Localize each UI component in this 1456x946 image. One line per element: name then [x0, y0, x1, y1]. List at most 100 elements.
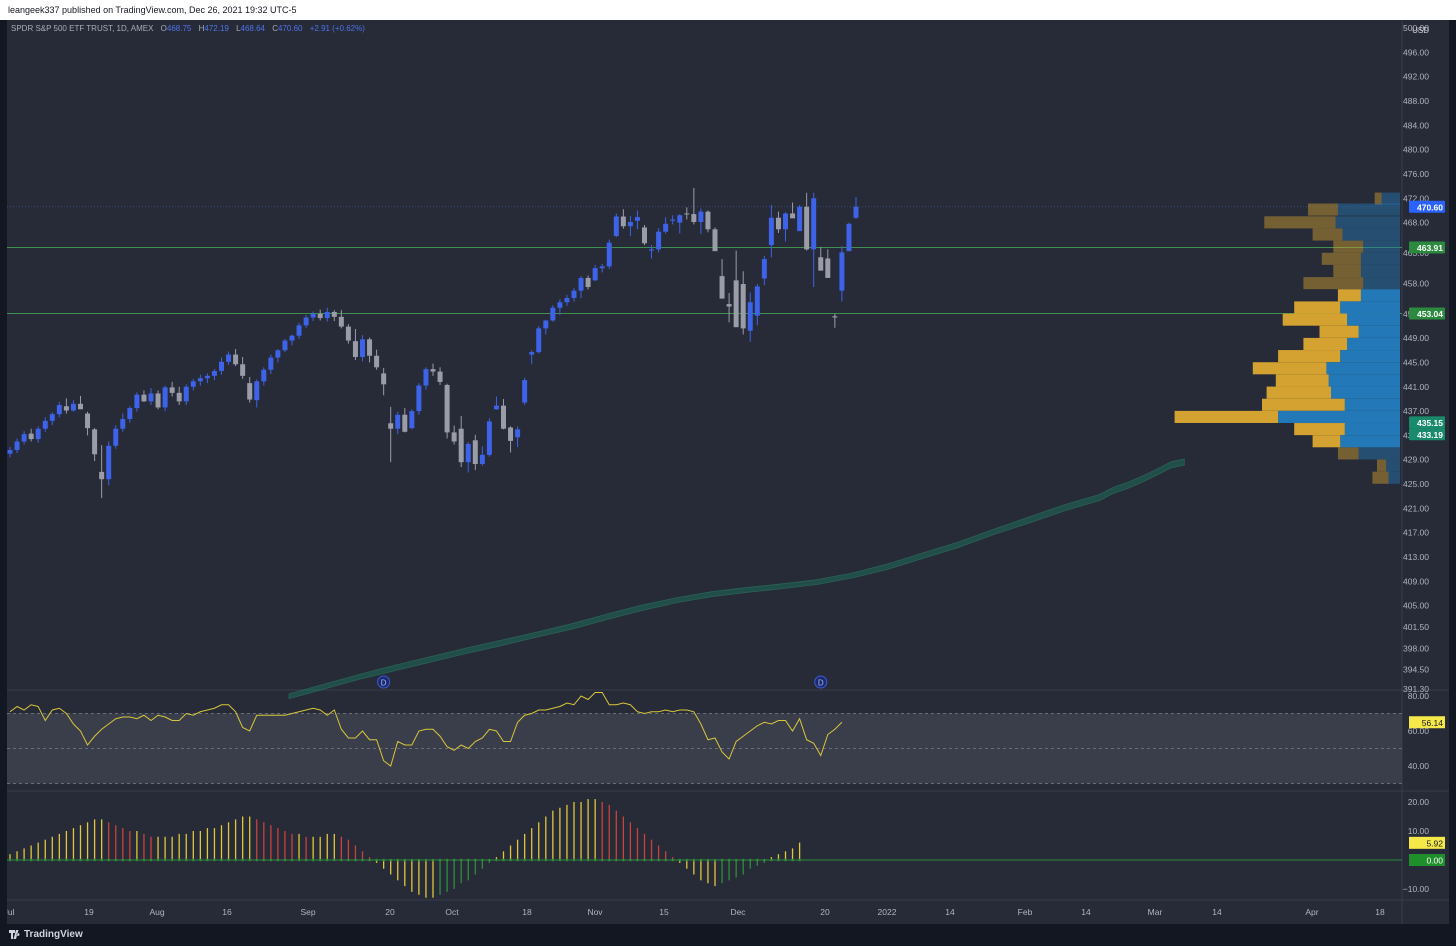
oscillator-zero-dot [382, 858, 385, 862]
oscillator-zero-dot [290, 858, 294, 862]
oscillator-zero-dot [22, 858, 26, 862]
candle-body [811, 198, 817, 250]
candle-body [451, 432, 457, 442]
candle-body [839, 252, 845, 291]
oscillator-zero-dot [629, 858, 632, 862]
volume-profile-up-bar [1358, 447, 1400, 460]
candle-body [649, 249, 655, 251]
candle-body [324, 311, 330, 319]
candle-body [846, 223, 852, 252]
oscillator-axis-tick: 20.00 [1408, 797, 1430, 807]
candle-body [536, 328, 542, 353]
oscillator-zero-dot [318, 858, 322, 862]
candle-body [352, 341, 358, 357]
price-axis-tick: 417.00 [1403, 528, 1429, 538]
oscillator-zero-dot [544, 858, 548, 862]
symbol-legend: SPDR S&P 500 ETF TRUST, 1D, AMEX O468.75… [11, 24, 365, 33]
dividend-marker: D [377, 675, 391, 689]
oscillator-zero-dot [29, 858, 33, 862]
oscillator-axis-tick: 10.00 [1408, 826, 1430, 836]
dividend-marker: D [814, 675, 828, 689]
volume-profile-down-bar [1174, 410, 1279, 423]
oscillator-zero-dot [445, 858, 449, 862]
candle-body [317, 313, 323, 319]
oscillator-zero-dot [495, 858, 498, 862]
candle-body [268, 357, 274, 370]
candle-body [240, 364, 246, 376]
oscillator-zero-dot [706, 858, 710, 862]
candle-body [550, 307, 556, 321]
candle-body [134, 394, 140, 409]
close-value: 470.60 [278, 24, 303, 33]
volume-profile-down-bar [1374, 192, 1382, 205]
oscillator-zero-dot [622, 858, 625, 862]
rsi-axis-tick: 60.00 [1408, 726, 1430, 736]
oscillator-zero-dot [607, 858, 611, 862]
volume-profile-up-bar [1360, 264, 1400, 278]
dividend-marker-circle [377, 675, 391, 689]
oscillator-value-box [1409, 836, 1445, 849]
open-label: O [160, 24, 167, 33]
oscillator-zero-dot [523, 858, 526, 862]
time-axis-tick: 14 [1212, 907, 1222, 917]
oscillator-zero-dot [565, 858, 569, 862]
candle-body [85, 413, 91, 429]
candle-body [233, 354, 239, 365]
candle-body [543, 320, 549, 329]
oscillator-zero-dot [255, 858, 259, 862]
price-axis-tick: 472.00 [1403, 193, 1429, 203]
volume-profile-down-bar [1278, 350, 1341, 363]
oscillator-zero-dot [403, 858, 407, 862]
oscillator-zero-text: 0.00 [1426, 856, 1443, 866]
volume-profile-down-bar [1321, 252, 1361, 265]
candle-body [775, 217, 781, 230]
oscillator-zero-dot [304, 858, 308, 862]
candle-body [381, 373, 387, 385]
volume-profile-down-bar [1337, 289, 1361, 302]
candle-body [437, 371, 443, 382]
volume-profile-up-bar [1388, 471, 1400, 484]
oscillator-zero-dot [537, 858, 541, 862]
candle-body [571, 290, 577, 298]
oscillator-zero-dot [149, 858, 153, 862]
volume-profile-up-bar [1340, 350, 1400, 363]
oscillator-zero-dot [325, 858, 329, 862]
oscillator-zero-dot [579, 858, 583, 862]
oscillator-zero-dot [466, 858, 470, 862]
volume-profile-up-bar [1340, 301, 1400, 314]
candle-body [606, 242, 612, 267]
price-label-box [1409, 428, 1445, 441]
price-axis-tick: 488.00 [1403, 96, 1429, 106]
time-axis-tick: 20 [385, 907, 395, 917]
volume-profile-up-bar [1358, 325, 1400, 338]
volume-profile-down-bar [1377, 459, 1387, 472]
oscillator-zero-dot [333, 858, 336, 862]
chart-svg[interactable]: D D 500.00 496.00 492.00 488.00 484.00 480.00 47… [7, 20, 1449, 924]
close-label: C [272, 24, 279, 33]
candle-body [684, 213, 690, 215]
candle-body [564, 297, 570, 303]
candle-body [345, 326, 351, 341]
symbol-title: SPDR S&P 500 ETF TRUST, 1D, AMEX [11, 24, 154, 33]
oscillator-zero-dot [269, 858, 273, 862]
oscillator-zero-dot [509, 858, 512, 862]
oscillator-zero-dot [636, 858, 639, 862]
volume-profile-up-bar [1360, 289, 1400, 302]
volume-profile-down-bar [1372, 471, 1389, 484]
price-axis-tick: 398.00 [1403, 643, 1429, 653]
price-label-box [1409, 241, 1445, 254]
price-axis-tick: 500.00 [1403, 23, 1429, 33]
time-axis-tick: Jul [7, 907, 15, 917]
candle-body [289, 335, 295, 341]
oscillator-zero-dot [58, 858, 61, 862]
oscillator-zero-dot [720, 858, 724, 862]
oscillator-zero-dot [452, 858, 456, 862]
chart-area[interactable]: D D 500.00 496.00 492.00 488.00 484.00 480.00 47… [7, 20, 1449, 924]
candle-body [183, 386, 189, 402]
oscillator-zero-dot [389, 858, 393, 862]
rsi-value-box [1409, 716, 1445, 729]
price-axis-tick: 441.00 [1403, 382, 1429, 392]
candle-body [416, 385, 422, 412]
oscillator-zero-dot [234, 858, 237, 862]
